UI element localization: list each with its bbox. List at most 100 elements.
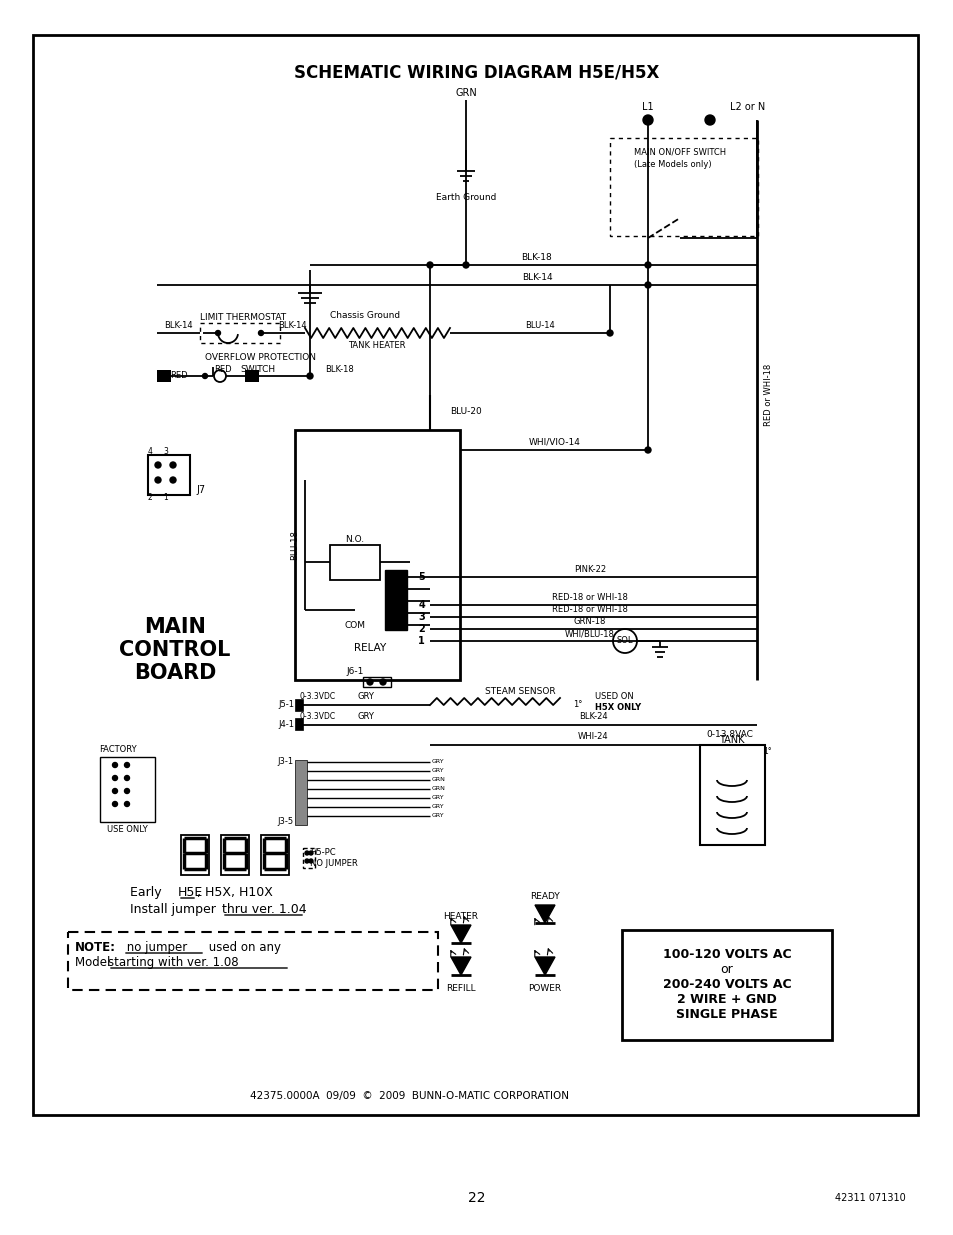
Circle shape (644, 262, 650, 268)
Text: 1: 1 (163, 494, 168, 503)
Circle shape (125, 788, 130, 794)
Bar (700, 745, 764, 845)
Text: WHI-24: WHI-24 (578, 732, 608, 741)
Bar (181, 835, 209, 876)
Text: 100-120 VOLTS AC: 100-120 VOLTS AC (662, 948, 790, 962)
Circle shape (462, 262, 469, 268)
Text: 4: 4 (148, 447, 152, 457)
Text: WHI/VIO-14: WHI/VIO-14 (529, 437, 580, 447)
Polygon shape (451, 957, 471, 974)
Text: , H5X, H10X: , H5X, H10X (196, 887, 273, 899)
Text: Model: Model (75, 956, 114, 969)
Bar (294, 699, 303, 711)
Text: J3-1: J3-1 (277, 757, 294, 767)
Circle shape (125, 776, 130, 781)
Text: Earth Ground: Earth Ground (436, 193, 496, 201)
Text: H5X ONLY: H5X ONLY (595, 704, 640, 713)
Circle shape (170, 462, 175, 468)
Circle shape (644, 447, 650, 453)
Circle shape (379, 679, 386, 685)
Text: POWER: POWER (528, 984, 561, 993)
Bar (330, 545, 379, 580)
Text: 1°: 1° (573, 700, 581, 709)
Text: GRY: GRY (432, 795, 444, 800)
Text: 5: 5 (417, 572, 424, 582)
Text: SINGLE PHASE: SINGLE PHASE (676, 1009, 777, 1021)
Text: GRN: GRN (432, 778, 445, 783)
Text: GRY: GRY (432, 814, 444, 819)
Text: 22: 22 (468, 1191, 485, 1205)
Circle shape (427, 262, 433, 268)
Text: used on any: used on any (205, 941, 281, 955)
Text: Early: Early (130, 887, 166, 899)
Text: Install jumper: Install jumper (130, 904, 219, 916)
Circle shape (112, 788, 117, 794)
Text: BLU-20: BLU-20 (450, 408, 481, 416)
Text: REFILL: REFILL (446, 984, 476, 993)
Text: J5-1: J5-1 (277, 700, 294, 709)
Text: 0-3.3VDC: 0-3.3VDC (299, 693, 335, 701)
Text: L2 or N: L2 or N (729, 103, 764, 112)
Text: 2: 2 (148, 494, 152, 503)
Bar (294, 760, 307, 825)
Circle shape (309, 851, 313, 855)
Bar (303, 848, 314, 868)
Text: GRY: GRY (357, 713, 374, 721)
Text: GRN-18: GRN-18 (573, 618, 605, 626)
Text: STEAM SENSOR: STEAM SENSOR (484, 688, 555, 697)
Text: or: or (720, 963, 733, 977)
Text: GRY: GRY (432, 768, 444, 773)
Text: HEATER: HEATER (443, 913, 478, 921)
Text: READY: READY (530, 893, 559, 902)
Text: 3: 3 (417, 613, 424, 622)
Text: 2: 2 (417, 624, 424, 634)
Text: 1°: 1° (762, 747, 771, 757)
Text: RED: RED (170, 372, 188, 380)
Text: GRN: GRN (455, 88, 476, 98)
Text: GRY: GRY (432, 760, 444, 764)
Bar (200, 324, 280, 343)
Text: GRY: GRY (432, 804, 444, 809)
Text: RED or WHI-18: RED or WHI-18 (763, 364, 773, 426)
Text: 1: 1 (417, 636, 424, 646)
Text: RED-18 or WHI-18: RED-18 or WHI-18 (552, 594, 627, 603)
Text: J7: J7 (195, 485, 205, 495)
Circle shape (258, 331, 263, 336)
Circle shape (112, 776, 117, 781)
Text: N.O.: N.O. (345, 536, 364, 545)
Circle shape (309, 860, 313, 863)
Bar (294, 430, 459, 680)
Text: BLU-14: BLU-14 (524, 321, 555, 331)
Text: RED-18 or WHI-18: RED-18 or WHI-18 (552, 605, 627, 615)
Text: BLK-18: BLK-18 (325, 364, 354, 373)
Bar (363, 677, 391, 687)
Circle shape (125, 762, 130, 767)
Text: TANK: TANK (719, 735, 744, 745)
Text: Chassis Ground: Chassis Ground (330, 310, 399, 320)
Bar (245, 370, 258, 382)
Text: GRY: GRY (357, 693, 374, 701)
Text: RELAY: RELAY (354, 643, 386, 653)
Circle shape (112, 802, 117, 806)
Circle shape (154, 477, 161, 483)
Text: BLK-24: BLK-24 (578, 713, 607, 721)
Polygon shape (535, 905, 555, 923)
Circle shape (704, 115, 714, 125)
Text: no jumper: no jumper (123, 941, 187, 955)
Circle shape (170, 477, 175, 483)
Text: MAIN ON/OFF SWITCH: MAIN ON/OFF SWITCH (634, 147, 725, 157)
Bar (221, 835, 249, 876)
Text: 42375.0000A  09/09  ©  2009  BUNN-O-MATIC CORPORATION: 42375.0000A 09/09 © 2009 BUNN-O-MATIC CO… (251, 1091, 569, 1100)
Circle shape (642, 115, 652, 125)
Text: OVERFLOW PROTECTION: OVERFLOW PROTECTION (205, 353, 315, 363)
Bar (33, 35, 917, 1115)
Text: SOL: SOL (616, 636, 633, 646)
Text: 3: 3 (163, 447, 168, 457)
Polygon shape (535, 957, 555, 974)
Text: RED: RED (214, 364, 232, 373)
Bar (621, 930, 831, 1040)
Text: GRN: GRN (432, 787, 445, 792)
Text: 0-13.8VAC: 0-13.8VAC (706, 730, 753, 740)
Text: thru ver. 1.04: thru ver. 1.04 (222, 904, 306, 916)
Text: 4: 4 (417, 600, 424, 610)
